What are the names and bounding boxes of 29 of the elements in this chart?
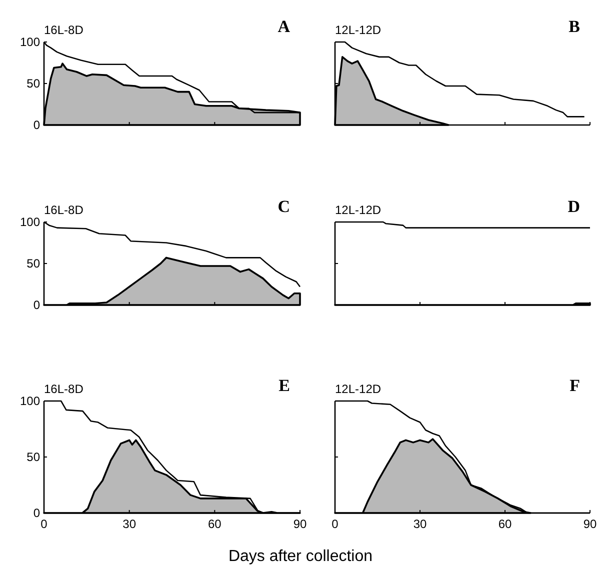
chart-subtitle: 16L-8D <box>44 203 84 217</box>
chart-title: C <box>278 197 290 216</box>
y-tick-label: 50 <box>26 76 40 91</box>
y-tick-label: 0 <box>33 506 40 520</box>
x-tick-label: 60 <box>498 517 512 531</box>
y-tick-label: 50 <box>26 450 40 464</box>
chart-subtitle: 12L-12D <box>335 23 382 37</box>
y-tick-label: 0 <box>33 298 40 312</box>
x-tick-label: 30 <box>122 517 136 531</box>
y-tick-label: 100 <box>20 35 40 50</box>
chart-subtitle: 12L-12D <box>335 382 382 396</box>
chart-title: F <box>570 376 580 395</box>
chart-subtitle: 16L-8D <box>44 23 84 37</box>
x-tick-label: 90 <box>583 517 597 531</box>
x-tick-label: 30 <box>413 517 427 531</box>
y-tick-label: 50 <box>26 256 40 271</box>
x-tick-label: 0 <box>332 517 339 531</box>
x-tick-label: 90 <box>293 517 307 531</box>
x-tick-label: 60 <box>208 517 222 531</box>
y-tick-label: 0 <box>33 118 40 132</box>
chart-subtitle: 16L-8D <box>44 382 84 396</box>
chart-title: B <box>568 17 580 36</box>
chart-subtitle: 12L-12D <box>335 203 382 217</box>
chart-title: E <box>278 376 290 395</box>
chart-title: D <box>568 197 580 216</box>
y-tick-label: 100 <box>20 394 40 408</box>
chart-title: A <box>278 17 291 36</box>
y-tick-label: 100 <box>20 215 40 230</box>
x-axis-title: Days after collection <box>228 548 373 565</box>
